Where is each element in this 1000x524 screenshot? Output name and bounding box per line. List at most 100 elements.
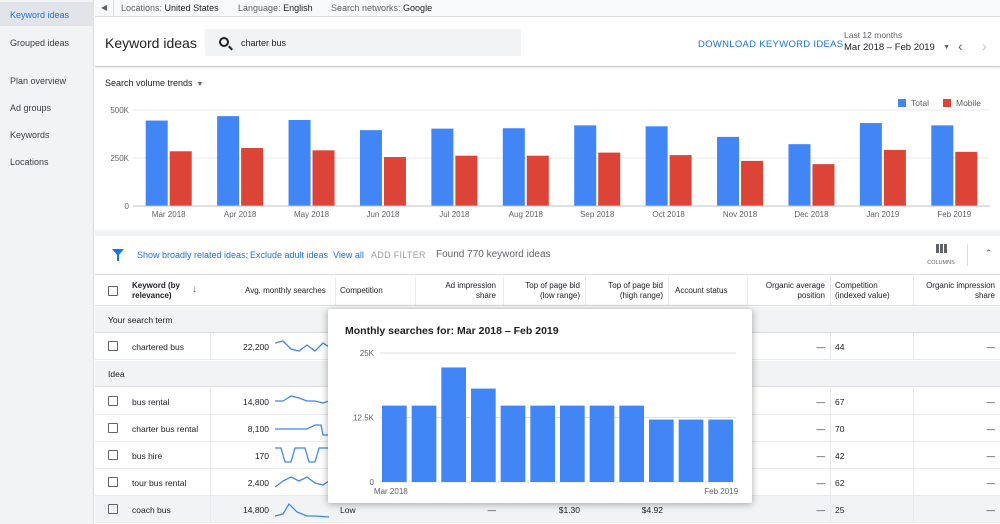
exclude-adult-ideas-link[interactable]: Exclude adult ideas (250, 250, 329, 260)
header-line: share (974, 291, 995, 300)
locations-setting[interactable]: Locations: United States (121, 3, 219, 13)
organic-position-cell: — (816, 342, 826, 352)
filter-icon[interactable] (112, 249, 124, 261)
column-header-competition-indexed[interactable]: Competition (indexed value) (835, 281, 890, 301)
search-input[interactable]: charter bus (205, 29, 521, 56)
date-range-value: Mar 2018 – Feb 2019 (844, 42, 935, 53)
networks-setting[interactable]: Search networks: Google (331, 3, 432, 13)
date-range-select[interactable]: Mar 2018 – Feb 2019 ▼ (844, 42, 952, 53)
sidebar-item-locations[interactable]: Locations (10, 157, 49, 167)
row-checkbox[interactable] (108, 477, 118, 487)
row-checkbox[interactable] (108, 450, 118, 460)
bar-mobile (383, 157, 406, 206)
bar-monthly-searches (411, 405, 437, 482)
networks-value: Google (403, 3, 433, 13)
download-keyword-ideas-button[interactable]: DOWNLOAD KEYWORD IDEAS (698, 39, 844, 50)
locations-value: United States (164, 3, 219, 13)
y-tick-label: 500K (110, 106, 129, 115)
view-all-link[interactable]: View all (333, 250, 364, 260)
bar-mobile (241, 148, 264, 206)
keyword-cell: tour bus rental (132, 478, 187, 488)
page-title: Keyword ideas (105, 35, 197, 51)
collapse-sidebar-icon[interactable]: ◀ (101, 3, 108, 12)
chevron-up-icon[interactable]: ⌃ (985, 248, 993, 258)
sort-arrow-icon[interactable]: ↓ (192, 284, 197, 295)
column-divider (503, 277, 504, 305)
column-header-top-bid-high[interactable]: Top of page bid (high range) (590, 281, 663, 301)
previous-range-icon[interactable]: ‹ (958, 38, 963, 54)
column-divider (830, 415, 831, 442)
column-header-competition[interactable]: Competition (340, 286, 383, 295)
column-header-avg-monthly-searches[interactable]: Avg. monthly searches (245, 286, 326, 295)
next-range-icon[interactable]: › (982, 38, 987, 54)
row-checkbox[interactable] (108, 423, 118, 433)
show-broadly-related-link[interactable]: Show broadly related ideas; (137, 250, 249, 260)
sidebar-item-keyword-ideas[interactable]: Keyword ideas (10, 10, 70, 20)
legend-swatch-total (898, 99, 906, 107)
column-divider (668, 277, 669, 305)
sparkline (275, 447, 329, 463)
bar-mobile (812, 164, 835, 206)
columns-button[interactable]: COLUMNS (926, 244, 956, 266)
header-line: (indexed value) (835, 291, 890, 300)
bar-total (502, 128, 525, 206)
column-header-account-status[interactable]: Account status (675, 286, 728, 295)
y-tick-label: 25K (360, 349, 375, 358)
date-range-label: Last 12 months (844, 30, 903, 40)
bar-monthly-searches (530, 405, 555, 482)
x-tick-label: Feb 2019 (937, 210, 971, 219)
avg-searches-cell: 22,200 (243, 342, 269, 352)
column-header-organic-impression-share[interactable]: Organic impression share (918, 281, 995, 301)
sidebar-item-keywords[interactable]: Keywords (10, 130, 50, 140)
popup-title: Monthly searches for: Mar 2018 – Feb 201… (345, 325, 559, 337)
column-header-top-bid-low[interactable]: Top of page bid (low range) (508, 281, 580, 301)
select-all-checkbox[interactable] (108, 286, 118, 296)
bar-total (145, 120, 168, 206)
x-tick-label: Oct 2018 (652, 210, 685, 219)
column-header-ad-impression-share[interactable]: Ad impression share (425, 281, 496, 301)
language-label: Language: (238, 3, 281, 13)
column-divider (913, 496, 914, 523)
sidebar-item-ad-groups[interactable]: Ad groups (10, 103, 52, 113)
bar-monthly-searches (678, 419, 704, 482)
bar-monthly-searches (708, 419, 733, 482)
column-header-keyword[interactable]: Keyword (by relevance) (132, 281, 180, 301)
trend-chart-selector[interactable]: Search volume trends ▼ (105, 78, 203, 88)
column-divider (830, 388, 831, 415)
group-label: Idea (108, 369, 125, 379)
x-tick-label: Dec 2018 (794, 210, 829, 219)
header-line: relevance) (132, 291, 172, 300)
organic-position-cell: — (816, 424, 826, 434)
sidebar-active-highlight (0, 2, 94, 26)
divider (113, 0, 114, 17)
avg-searches-cell: 14,800 (243, 505, 269, 515)
divider (967, 244, 968, 266)
header-line: (low range) (539, 291, 580, 300)
organic-impression-cell: — (986, 478, 996, 488)
bid-high-cell: $4.92 (641, 505, 663, 515)
column-divider (913, 442, 914, 469)
add-filter-button[interactable]: ADD FILTER (371, 250, 426, 260)
bar-total (574, 125, 597, 206)
row-checkbox[interactable] (108, 504, 118, 514)
row-checkbox[interactable] (108, 341, 118, 351)
language-setting[interactable]: Language: English (238, 3, 313, 13)
bar-mobile (526, 155, 549, 206)
sidebar-item-plan-overview[interactable]: Plan overview (10, 76, 67, 86)
keyword-cell: bus hire (132, 451, 163, 461)
chevron-down-icon: ▼ (196, 81, 204, 88)
keyword-cell: charter bus rental (132, 424, 199, 434)
organic-impression-cell: — (986, 424, 996, 434)
header-line: share (475, 291, 496, 300)
row-checkbox[interactable] (108, 396, 118, 406)
column-divider (210, 415, 211, 442)
column-header-organic-average-position[interactable]: Organic average position (752, 281, 825, 301)
keyword-cell: coach bus (132, 505, 171, 515)
competition-index-cell: 70 (835, 424, 845, 434)
column-divider (210, 388, 211, 415)
y-tick-label: 250K (110, 154, 129, 163)
bar-mobile (669, 155, 692, 206)
sidebar-item-grouped-ideas[interactable]: Grouped ideas (10, 38, 70, 48)
bar-monthly-searches (382, 405, 407, 482)
bar-mobile (883, 149, 906, 206)
